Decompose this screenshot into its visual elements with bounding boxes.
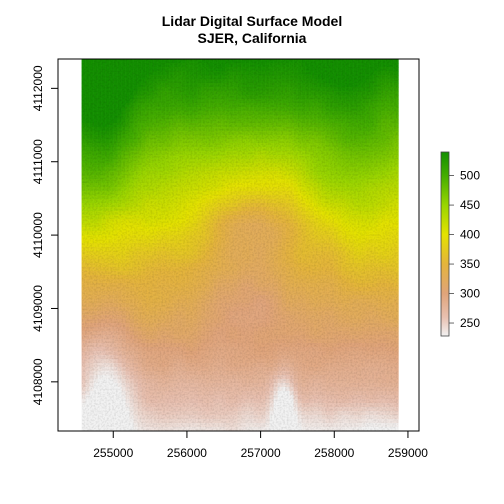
raster-cell [397,291,399,296]
chart-title: Lidar Digital Surface Model [162,13,342,29]
raster-cell [397,103,399,108]
raster-cell [397,191,399,196]
raster-image [81,59,399,432]
raster-cell [397,87,399,92]
raster-cell [397,83,399,88]
raster-cell [397,143,399,148]
raster-cell [397,279,399,284]
raster-cell [397,147,399,152]
raster-cell [397,263,399,268]
raster-cell [397,303,399,308]
raster-cell [397,71,399,76]
chart-subtitle: SJER, California [198,30,307,46]
raster-cell [397,203,399,208]
raster-cell [397,167,399,172]
raster-cell [397,139,399,144]
raster-cell [397,199,399,204]
raster-cell [397,67,399,72]
raster-cell [397,111,399,116]
raster-cell [397,179,399,184]
raster-cell [397,275,399,280]
raster-cell [397,107,399,112]
raster-cell [397,299,399,304]
raster-cell [397,267,399,272]
raster-cell [397,211,399,216]
raster-cell [397,75,399,80]
raster-cell [397,119,399,124]
raster-cell [397,259,399,264]
raster-cell [397,295,399,300]
raster-cell [397,171,399,176]
raster-cell [397,123,399,128]
raster-cell [397,219,399,224]
raster-cell [397,115,399,120]
raster-cell [397,175,399,180]
raster-cell [397,79,399,84]
raster-cell [397,159,399,164]
raster-cell [397,183,399,188]
raster-cell [397,63,399,68]
raster-cell [397,231,399,236]
raster-cell [397,251,399,256]
raster-cell [397,155,399,160]
raster-cell [397,135,399,140]
raster-cell [397,271,399,276]
raster-cell [397,239,399,244]
raster-cell [397,99,399,104]
raster-cell [397,255,399,260]
raster-cell [397,207,399,212]
raster-cell [397,247,399,252]
raster-cell [397,187,399,192]
raster-cell [397,287,399,292]
raster-cell [397,127,399,132]
raster-cell [397,235,399,240]
raster-cell [397,243,399,248]
raster-cell [397,215,399,220]
raster-cell [397,91,399,96]
raster-cell [397,151,399,156]
raster-cell [397,283,399,288]
raster-cell [397,59,399,64]
raster-cell [397,227,399,232]
raster-cell [397,163,399,168]
raster-cell [397,223,399,228]
raster-cell [397,131,399,136]
raster-cell [397,95,399,100]
raster-cell [397,195,399,200]
